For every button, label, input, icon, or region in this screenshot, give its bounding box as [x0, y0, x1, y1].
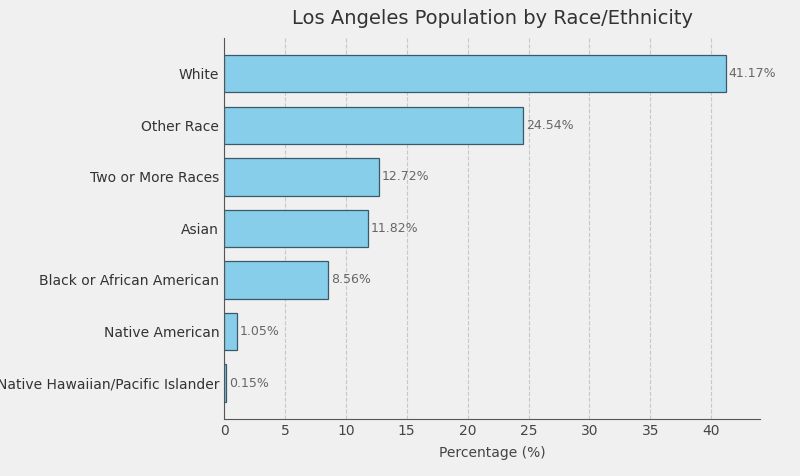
Text: 11.82%: 11.82% [371, 222, 418, 235]
Text: 12.72%: 12.72% [382, 170, 430, 183]
Bar [224, 210, 368, 247]
Text: 8.56%: 8.56% [331, 274, 371, 287]
Text: 0.15%: 0.15% [229, 377, 269, 389]
Title: Los Angeles Population by Race/Ethnicity: Los Angeles Population by Race/Ethnicity [291, 9, 693, 28]
Text: 41.17%: 41.17% [729, 68, 776, 80]
Bar [224, 261, 328, 298]
Bar [224, 365, 226, 402]
Text: 24.54%: 24.54% [526, 119, 574, 132]
Text: 1.05%: 1.05% [240, 325, 280, 338]
Bar [224, 107, 523, 144]
Bar [224, 159, 379, 196]
Bar [224, 313, 237, 350]
Bar [224, 55, 726, 92]
X-axis label: Percentage (%): Percentage (%) [438, 446, 546, 460]
